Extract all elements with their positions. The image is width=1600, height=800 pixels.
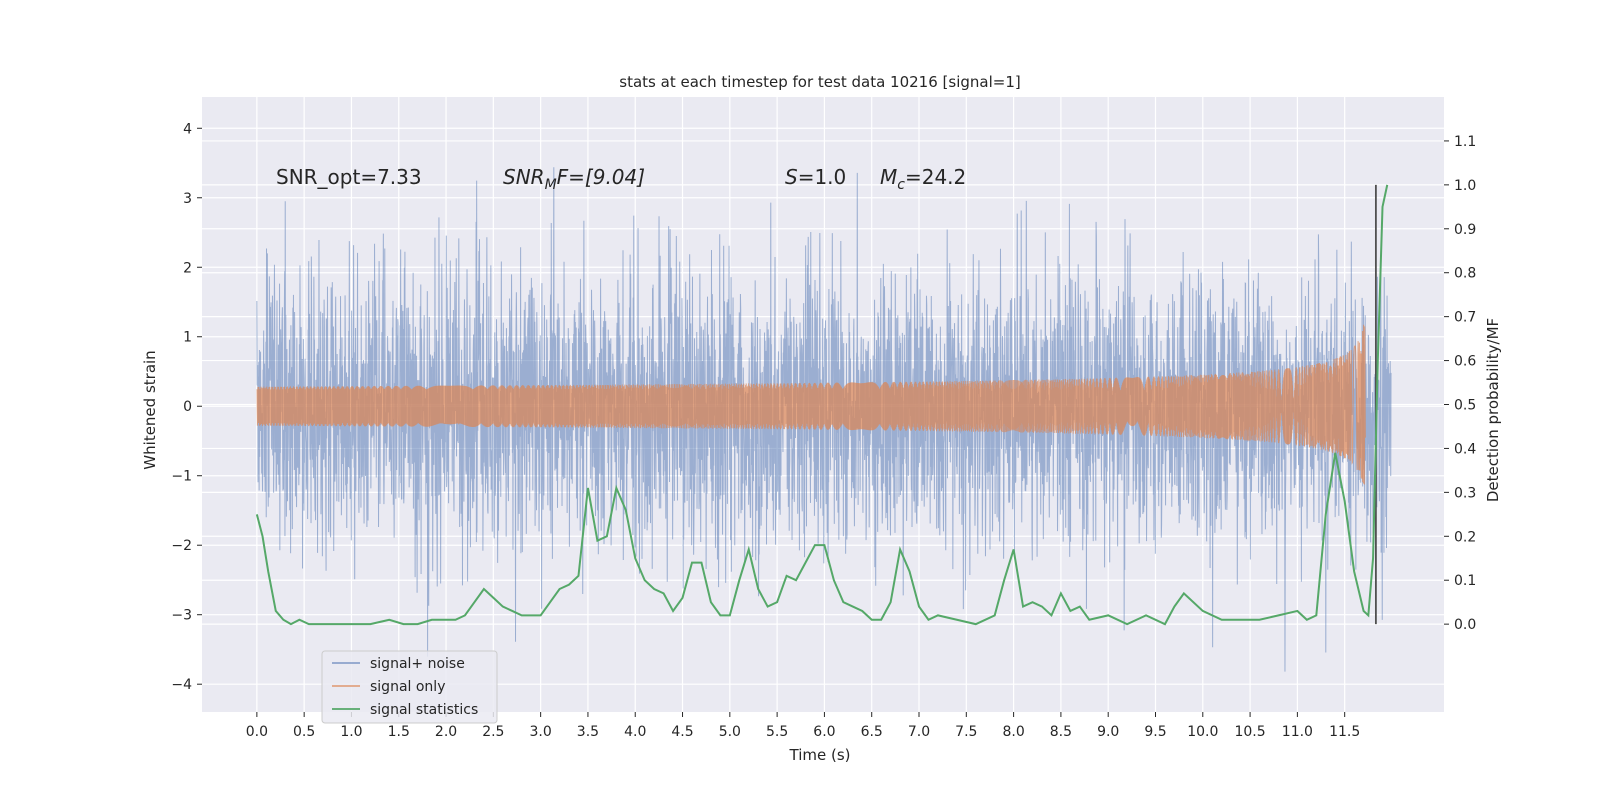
x-tick-label: 6.5 — [861, 724, 883, 740]
annotation-snr-opt: SNR_opt=7.33 — [276, 165, 422, 189]
x-tick-label: 8.5 — [1050, 724, 1072, 740]
y-tick-label: −3 — [171, 608, 192, 624]
x-tick-label: 6.0 — [813, 724, 835, 740]
x-tick-label: 7.5 — [955, 724, 977, 740]
x-tick-label: 10.5 — [1234, 724, 1265, 740]
y2-tick-label: 0.8 — [1454, 266, 1476, 282]
x-tick-label: 3.0 — [530, 724, 552, 740]
y-tick-label: 3 — [183, 191, 192, 207]
x-tick-label: 8.0 — [1002, 724, 1024, 740]
y2-tick-label: 0.7 — [1454, 310, 1476, 326]
y2-tick-label: 0.6 — [1454, 354, 1476, 370]
s-symbol: S — [785, 165, 798, 189]
legend-box — [321, 650, 498, 724]
y2-tick-label: 1.0 — [1454, 178, 1476, 194]
x-tick-label: 2.0 — [435, 724, 457, 740]
y-tick-label: 4 — [183, 121, 192, 137]
x-tick-label: 9.0 — [1097, 724, 1119, 740]
y-tick-label: −1 — [171, 469, 192, 485]
x-tick-label: 11.5 — [1329, 724, 1360, 740]
snr-mf-rest: F=[9.04] — [557, 165, 645, 189]
x-tick-label: 3.5 — [577, 724, 599, 740]
y-tick-label: 2 — [183, 260, 192, 276]
snr-mf-symbol: SNR — [503, 165, 545, 189]
x-tick-label: 11.0 — [1282, 724, 1313, 740]
x-axis-ticks: 0.0 0.5 1.0 1.5 2.0 2.5 3.0 3.5 4.0 4.5 5.0 5.5 6.0 6… — [246, 712, 1360, 740]
chart-title: stats at each timestep for test data 102… — [619, 73, 1020, 91]
legend-label-signal-only: signal only — [370, 679, 445, 695]
series-signal-statistics — [255, 184, 1389, 626]
annotation-mc: Mc=24.2 — [880, 165, 966, 193]
y2-tick-label: 0.4 — [1454, 441, 1476, 457]
x-tick-label: 9.5 — [1144, 724, 1166, 740]
x-axis-label: Time (s) — [789, 746, 851, 764]
signal-statistics-line — [255, 184, 1389, 626]
snr-mf-subscript: M — [545, 177, 557, 193]
y-axis-ticks: 4 3 2 1 0 −1 −2 −3 −4 — [171, 121, 202, 693]
y-tick-label: −2 — [171, 538, 192, 554]
y-tick-label: 1 — [183, 330, 192, 346]
y-tick-label: −4 — [171, 677, 192, 693]
y2-tick-label: 0.2 — [1454, 529, 1476, 545]
y-tick-label: 0 — [183, 399, 192, 415]
y2-tick-label: 0.1 — [1454, 573, 1476, 589]
x-tick-label: 5.0 — [719, 724, 741, 740]
x-tick-label: 10.0 — [1187, 724, 1218, 740]
legend: signal+ noise signal only signal statist… — [321, 650, 498, 724]
annotation-s: S=1.0 — [785, 165, 846, 189]
y-axis-label: Whitened strain — [141, 350, 159, 469]
y2-tick-label: 0.0 — [1454, 617, 1476, 633]
annotation-snr-mf: SNRMF=[9.04] — [503, 165, 645, 193]
x-tick-label: 4.0 — [624, 724, 646, 740]
series-signal-only — [256, 324, 1366, 485]
x-tick-label: 2.5 — [482, 724, 504, 740]
mc-symbol: M — [880, 165, 897, 189]
x-tick-label: 7.0 — [908, 724, 930, 740]
y2-axis-label: Detection probability/MF — [1484, 318, 1502, 502]
x-tick-label: 0.0 — [246, 724, 268, 740]
y2-tick-label: 0.3 — [1454, 485, 1476, 501]
y2-axis-ticks: 1.1 1.0 0.9 0.8 0.7 0.6 0.5 0.4 0.3 0.2 0.1 0.0 — [1444, 134, 1476, 633]
x-tick-label: 1.5 — [388, 724, 410, 740]
x-tick-label: 4.5 — [671, 724, 693, 740]
mc-rest: =24.2 — [905, 165, 966, 189]
x-tick-label: 1.0 — [340, 724, 362, 740]
x-tick-label: 5.5 — [766, 724, 788, 740]
legend-label-signal-noise: signal+ noise — [370, 656, 465, 672]
y2-tick-label: 1.1 — [1454, 134, 1476, 150]
s-rest: =1.0 — [798, 165, 847, 189]
x-tick-label: 0.5 — [293, 724, 315, 740]
signal-only-line — [256, 324, 1366, 485]
y2-tick-label: 0.9 — [1454, 222, 1476, 238]
legend-label-signal-statistics: signal statistics — [370, 702, 478, 718]
mc-subscript: c — [897, 177, 905, 193]
y2-tick-label: 0.5 — [1454, 398, 1476, 414]
